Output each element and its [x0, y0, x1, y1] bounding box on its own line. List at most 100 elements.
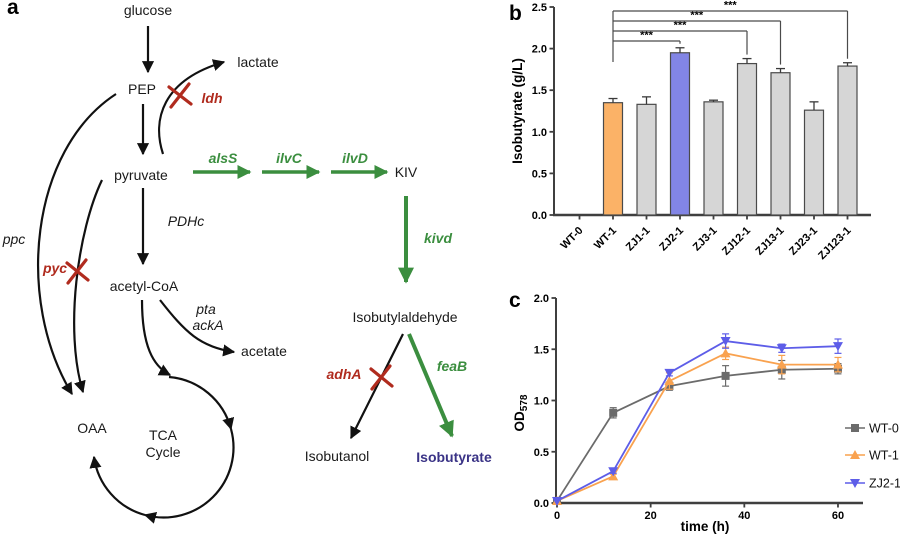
marker-ZJ2-1-24h	[664, 368, 675, 378]
knockout-x-pyc	[65, 258, 90, 285]
tca-label: TCA	[149, 427, 178, 443]
line-chart-panel: c 0.0 0.5 1.0 1.5 2.0 0 20 40 60 time (h) OD578 WT-0…	[505, 283, 900, 537]
c-y-tick-label: 1.0	[534, 396, 549, 408]
tca-arc-2	[143, 428, 235, 524]
metabolite-isobutanol: Isobutanol	[305, 448, 370, 464]
panel-a-letter: a	[7, 0, 19, 19]
pathway-diagram: a glucose PEP pyruvate lactate ldh alsS …	[2, 0, 492, 524]
knockout-x-adhA	[369, 364, 394, 391]
tca-arc-1	[168, 375, 235, 431]
b-category-label-ZJ2-1: ZJ2-1	[657, 225, 686, 254]
gene-alsS: alsS	[209, 150, 238, 166]
bar-ZJ23-1	[803, 109, 825, 216]
legend-item-WT-0: WT-0	[845, 422, 899, 436]
c-y-tick-label: 2.0	[534, 293, 549, 305]
c-y-tick-label: 1.5	[534, 344, 549, 356]
growth-curve-chart: c 0.0 0.5 1.0 1.5 2.0 0 20 40 60 time (h) OD578 WT-0…	[509, 289, 900, 534]
metabolite-oaa: OAA	[77, 420, 107, 436]
marker-WT-1-60h	[832, 359, 843, 369]
b-y-tick-label: 2.5	[532, 2, 547, 14]
gene-feaB: feaB	[437, 358, 467, 374]
c-y-axis-label: OD578	[512, 394, 530, 431]
arrow-feaB	[407, 333, 454, 438]
c-x-tick-label: 20	[645, 510, 657, 522]
marker-ZJ2-1-12h	[608, 467, 619, 477]
bar-ZJ12-1	[736, 62, 758, 216]
bar-ZJ1-1	[636, 103, 657, 216]
arrow-pyruvate-lactate	[158, 59, 226, 155]
arrow-acetylcoa-tca	[140, 299, 172, 376]
metabolite-isobutyrate: Isobutyrate	[416, 449, 492, 465]
gene-ilvD: ilvD	[342, 150, 368, 166]
bar-ZJ123-1	[837, 65, 858, 216]
bar-WT-1	[602, 102, 624, 216]
tca-arc-3	[89, 455, 146, 517]
metabolite-pep: PEP	[128, 81, 156, 97]
c-x-axis-label: time (h)	[681, 519, 730, 534]
gene-kivd: kivd	[424, 230, 452, 246]
sig-label: ***	[674, 20, 688, 32]
b-category-label-ZJ12-1: ZJ12-1	[720, 225, 753, 258]
c-y-tick-label: 0.5	[534, 447, 549, 459]
b-y-tick-label: 1.5	[532, 85, 547, 97]
b-category-label-ZJ23-1: ZJ23-1	[787, 225, 820, 258]
gene-adhA: adhA	[327, 366, 362, 382]
sig-label: ***	[724, 0, 738, 12]
gene-pyc: pyc	[42, 260, 67, 276]
legend-label-WT-0: WT-0	[869, 422, 899, 436]
series-line-WT-0	[556, 367, 838, 502]
b-category-label-WT-0: WT-0	[559, 225, 586, 252]
b-y-tick-label: 0.0	[532, 210, 547, 222]
c-x-tick-label: 60	[832, 510, 844, 522]
arrow-acetylcoa-acetate	[159, 299, 236, 357]
legend-item-WT-1: WT-1	[845, 449, 899, 463]
gene-ppc: ppc	[2, 231, 26, 247]
bar-ZJ13-1	[770, 72, 791, 216]
b-category-label-ZJ123-1: ZJ123-1	[816, 225, 853, 262]
b-category-label-ZJ1-1: ZJ1-1	[624, 225, 653, 254]
legend-marker-WT-1	[850, 450, 860, 459]
c-x-tick-label: 0	[554, 510, 560, 522]
tca-cycle-label: Cycle	[145, 444, 180, 460]
arrow-pyc-pyruvate-oaa	[73, 179, 103, 394]
gene-ackA: ackA	[192, 317, 223, 333]
gene-pdhc: PDHc	[168, 213, 205, 229]
marker-WT-1-48h	[776, 359, 787, 369]
marker-ZJ2-1-0h	[552, 496, 562, 506]
metabolite-acetate: acetate	[241, 343, 287, 359]
legend-item-ZJ2-1: ZJ2-1	[845, 477, 900, 491]
legend-marker-WT-0	[851, 424, 859, 432]
metabolite-acetyl-coa: acetyl-CoA	[110, 278, 179, 294]
metabolite-lactate: lactate	[237, 54, 278, 70]
bar-chart-panel: b 0.0 0.5 1.0 1.5 2.0 2.5 Isobutyrate (g/L) WT-0…	[505, 0, 900, 283]
legend-label-WT-1: WT-1	[869, 449, 899, 463]
panel-b-letter: b	[509, 2, 522, 25]
isobutyrate-bar-chart: b 0.0 0.5 1.0 1.5 2.0 2.5 Isobutyrate (g/L) WT-0…	[509, 0, 871, 262]
marker-WT-1-36h	[720, 348, 731, 358]
arrow-ppc-pep-oaa	[36, 93, 117, 396]
marker-ZJ2-1-36h	[720, 337, 731, 347]
c-x-tick-label: 40	[738, 510, 750, 522]
series-line-ZJ2-1	[556, 340, 839, 502]
b-y-tick-label: 0.5	[532, 168, 547, 180]
marker-ZJ2-1-60h	[832, 342, 843, 352]
sig-label: ***	[690, 10, 704, 22]
b-y-axis-label: Isobutyrate (g/L)	[510, 58, 525, 164]
bar-ZJ3-1	[703, 101, 724, 216]
marker-WT-0-12h	[609, 408, 618, 417]
c-y-tick-label: 0.0	[534, 498, 549, 510]
metabolite-kiv: KIV	[395, 164, 418, 180]
marker-ZJ2-1-48h	[776, 344, 787, 354]
series-line-WT-1	[556, 352, 838, 502]
gene-pta: pta	[195, 301, 216, 317]
legend-label-ZJ2-1: ZJ2-1	[869, 477, 900, 491]
sig-label: ***	[640, 30, 654, 42]
arrow-isobutylaldehyde-isobutanol	[350, 333, 404, 440]
panel-c-letter: c	[509, 289, 521, 312]
marker-WT-0-36h	[721, 371, 730, 380]
marker-WT-1-24h	[664, 376, 675, 386]
gene-ldh: ldh	[202, 90, 223, 106]
b-category-label-ZJ13-1: ZJ13-1	[753, 225, 786, 258]
b-y-tick-label: 1.0	[532, 127, 547, 139]
